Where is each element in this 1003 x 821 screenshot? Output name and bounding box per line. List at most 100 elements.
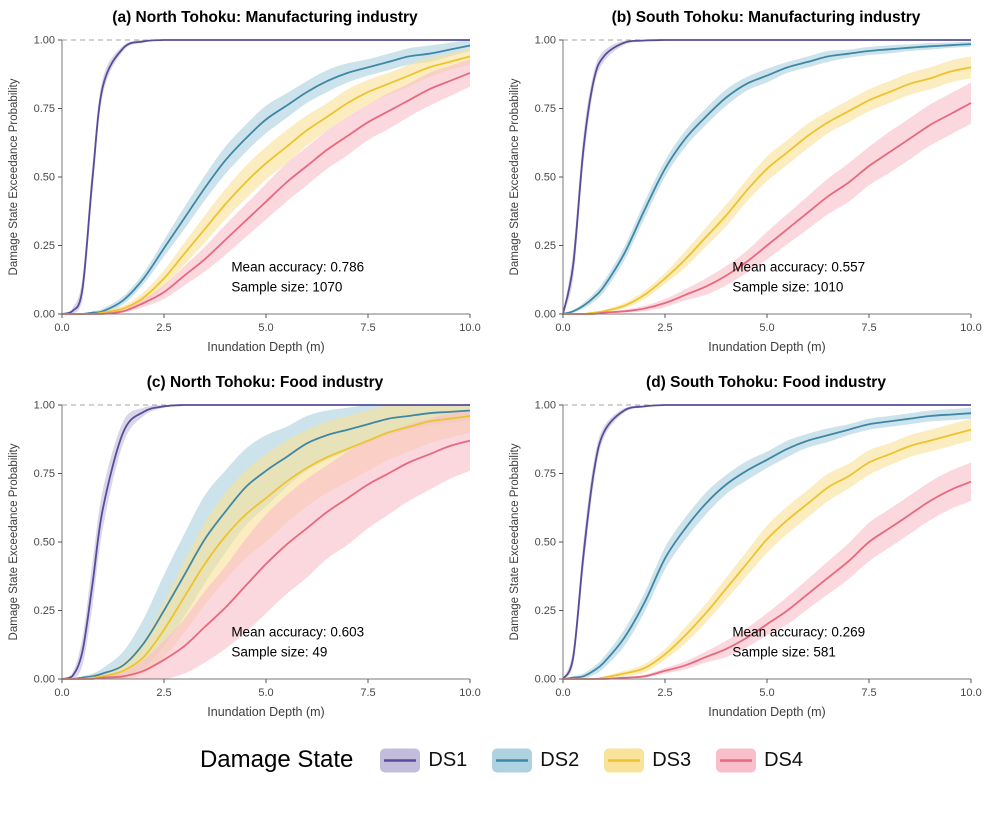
y-axis-label: Damage State Exceedance Probability bbox=[509, 443, 521, 640]
x-tick-label: 7.5 bbox=[861, 687, 876, 699]
chart-panel-b: (b) South Tohoku: Manufacturing industry… bbox=[505, 4, 999, 365]
x-tick-label: 2.5 bbox=[156, 687, 171, 699]
legend-swatch-ds1 bbox=[380, 748, 421, 772]
y-axis-label: Damage State Exceedance Probability bbox=[8, 443, 20, 640]
y-tick-label: 0.75 bbox=[535, 468, 556, 480]
fragility-figure: (a) North Tohoku: Manufacturing industry… bbox=[4, 4, 999, 780]
y-tick-label: 1.00 bbox=[34, 400, 55, 412]
y-axis-label: Damage State Exceedance Probability bbox=[8, 78, 20, 275]
y-tick-label: 1.00 bbox=[535, 35, 556, 47]
legend-swatch-ds3 bbox=[604, 748, 645, 772]
x-tick-label: 5.0 bbox=[258, 322, 273, 334]
annotation-sample-size: Sample size: 1070 bbox=[231, 280, 342, 295]
legend-item-ds4: DS4 bbox=[715, 747, 803, 774]
chart-canvas: 0.0 2.5 5.0 7.5 10.0 0.00 0.25 0.50 0.75 1.00 Inun… bbox=[8, 400, 481, 720]
x-tick-label: 10.0 bbox=[459, 322, 480, 334]
x-tick-label: 5.0 bbox=[258, 687, 273, 699]
x-axis-label: Inundation Depth (m) bbox=[207, 705, 324, 719]
legend-item-ds3: DS3 bbox=[603, 747, 691, 774]
chart-panel-c: (c) North Tohoku: Food industry 0.0 2.5 5.0… bbox=[4, 369, 498, 730]
y-tick-label: 1.00 bbox=[535, 400, 556, 412]
panel-title: (b) South Tohoku: Manufacturing industry bbox=[611, 9, 921, 26]
legend-swatch-ds4 bbox=[716, 748, 757, 772]
band-ds3 bbox=[563, 56, 971, 315]
annotation-sample-size: Sample size: 581 bbox=[732, 645, 836, 660]
curve-ds4 bbox=[61, 439, 471, 680]
y-tick-label: 0.50 bbox=[34, 537, 55, 549]
legend-item-ds1: DS1 bbox=[379, 747, 467, 774]
curve-ds2 bbox=[61, 409, 471, 680]
annotation-mean-accuracy: Mean accuracy: 0.557 bbox=[732, 260, 865, 275]
curve-ds2 bbox=[562, 412, 972, 680]
legend-title: Damage State bbox=[199, 746, 354, 773]
legend-item-ds2: DS2 bbox=[491, 747, 579, 774]
legend-label: DS4 bbox=[764, 748, 804, 771]
legend-label: DS3 bbox=[652, 748, 692, 771]
y-tick-label: 0.50 bbox=[535, 537, 556, 549]
band-ds2 bbox=[62, 40, 470, 314]
x-tick-label: 0.0 bbox=[555, 322, 570, 334]
chart-canvas: 0.0 2.5 5.0 7.5 10.0 0.00 0.25 0.50 0.75 1.00 Inun… bbox=[8, 35, 481, 355]
band-ds4 bbox=[563, 462, 971, 679]
x-tick-label: 0.0 bbox=[54, 322, 69, 334]
curve-ds3 bbox=[61, 415, 471, 680]
x-tick-label: 5.0 bbox=[759, 687, 774, 699]
x-tick-label: 7.5 bbox=[360, 687, 375, 699]
legend-swatch-ds2 bbox=[492, 748, 533, 772]
annotation-mean-accuracy: Mean accuracy: 0.603 bbox=[231, 625, 364, 640]
x-tick-label: 2.5 bbox=[657, 322, 672, 334]
band-ds4 bbox=[62, 410, 470, 679]
curve-ds4 bbox=[562, 102, 972, 315]
y-tick-label: 0.50 bbox=[535, 172, 556, 184]
x-tick-label: 10.0 bbox=[960, 687, 981, 699]
panel-title: (d) South Tohoku: Food industry bbox=[646, 374, 886, 391]
curve-ds1 bbox=[61, 404, 470, 680]
panel-grid: (a) North Tohoku: Manufacturing industry… bbox=[4, 4, 999, 730]
band-ds3 bbox=[563, 418, 971, 679]
y-tick-label: 0.50 bbox=[34, 172, 55, 184]
x-tick-label: 2.5 bbox=[657, 687, 672, 699]
chart-canvas: 0.0 2.5 5.0 7.5 10.0 0.00 0.25 0.50 0.75 1.00 Inun… bbox=[509, 400, 982, 720]
y-tick-label: 0.00 bbox=[535, 309, 556, 321]
legend-label: DS2 bbox=[540, 748, 580, 771]
y-tick-label: 0.75 bbox=[34, 468, 55, 480]
y-tick-label: 0.00 bbox=[535, 674, 556, 686]
x-tick-label: 5.0 bbox=[759, 322, 774, 334]
y-tick-label: 0.25 bbox=[34, 605, 55, 617]
annotation-sample-size: Sample size: 49 bbox=[231, 645, 327, 660]
x-tick-label: 10.0 bbox=[960, 322, 981, 334]
y-tick-label: 0.00 bbox=[34, 309, 55, 321]
curve-ds1 bbox=[61, 39, 470, 315]
legend-label: DS1 bbox=[428, 748, 468, 771]
x-axis-label: Inundation Depth (m) bbox=[207, 340, 324, 354]
x-tick-label: 0.0 bbox=[54, 687, 69, 699]
band-ds4 bbox=[563, 82, 971, 314]
y-tick-label: 0.00 bbox=[34, 674, 55, 686]
chart-panel-d: (d) South Tohoku: Food industry 0.0 2.5 5.0… bbox=[505, 369, 999, 730]
y-axis-label: Damage State Exceedance Probability bbox=[509, 78, 521, 275]
band-ds2 bbox=[563, 407, 971, 679]
y-tick-label: 0.25 bbox=[34, 240, 55, 252]
x-tick-label: 0.0 bbox=[555, 687, 570, 699]
panel-title: (c) North Tohoku: Food industry bbox=[146, 374, 384, 391]
x-tick-label: 10.0 bbox=[459, 687, 480, 699]
y-tick-label: 0.75 bbox=[535, 103, 556, 115]
chart-canvas: 0.0 2.5 5.0 7.5 10.0 0.00 0.25 0.50 0.75 1.00 Inun… bbox=[509, 35, 982, 355]
curve-ds3 bbox=[562, 66, 972, 315]
y-tick-label: 0.25 bbox=[535, 240, 556, 252]
annotation-mean-accuracy: Mean accuracy: 0.786 bbox=[231, 260, 364, 275]
x-tick-label: 2.5 bbox=[156, 322, 171, 334]
curve-ds2 bbox=[562, 43, 972, 315]
curve-ds1 bbox=[562, 404, 971, 680]
annotation-sample-size: Sample size: 1010 bbox=[732, 280, 843, 295]
y-tick-label: 1.00 bbox=[34, 35, 55, 47]
x-axis-label: Inundation Depth (m) bbox=[708, 705, 825, 719]
chart-panel-a: (a) North Tohoku: Manufacturing industry… bbox=[4, 4, 498, 365]
x-tick-label: 7.5 bbox=[360, 322, 375, 334]
annotation-mean-accuracy: Mean accuracy: 0.269 bbox=[732, 625, 865, 640]
curve-ds1 bbox=[562, 39, 971, 315]
y-tick-label: 0.25 bbox=[535, 605, 556, 617]
legend: Damage State DS1 DS2 DS3 DS4 bbox=[4, 730, 999, 780]
x-tick-label: 7.5 bbox=[861, 322, 876, 334]
panel-title: (a) North Tohoku: Manufacturing industry bbox=[112, 9, 418, 26]
